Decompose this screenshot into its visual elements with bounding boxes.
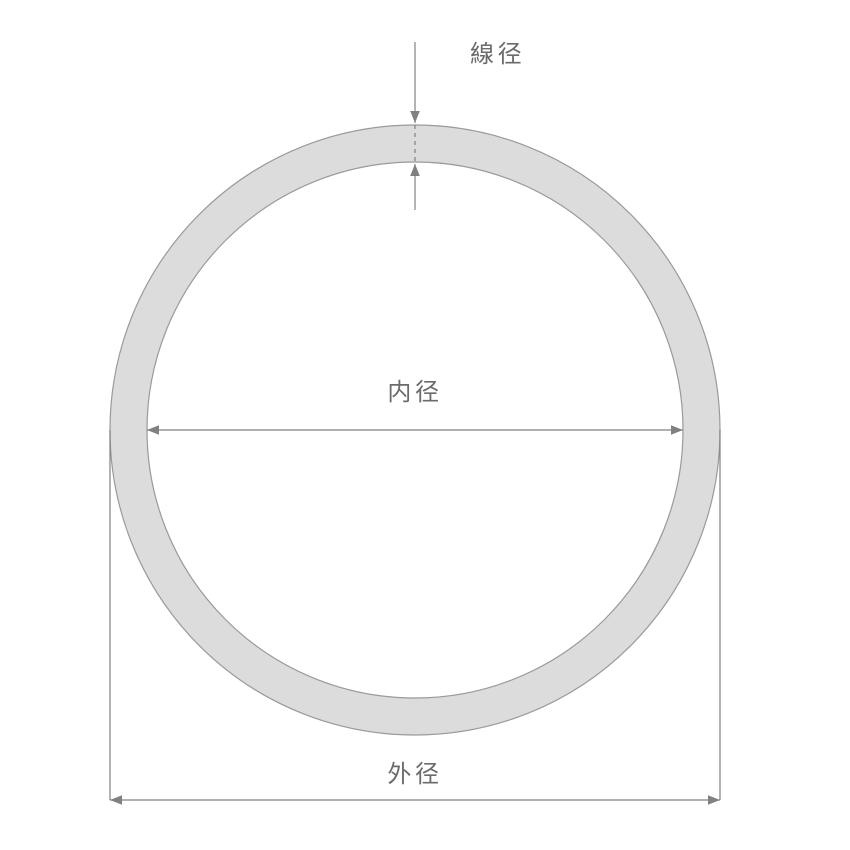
wire-dia-top-arrow-icon [410, 111, 420, 123]
wire-diameter-label: 線径 [470, 41, 525, 68]
oring-dimension-diagram: 外径 内径 線径 [0, 0, 850, 850]
outer-dia-arrow-right-icon [708, 795, 720, 805]
inner-diameter-label: 内径 [387, 379, 442, 406]
outer-diameter-label: 外径 [387, 761, 442, 788]
outer-dia-arrow-left-icon [110, 795, 122, 805]
outer-diameter-dimension: 外径 [110, 761, 720, 805]
